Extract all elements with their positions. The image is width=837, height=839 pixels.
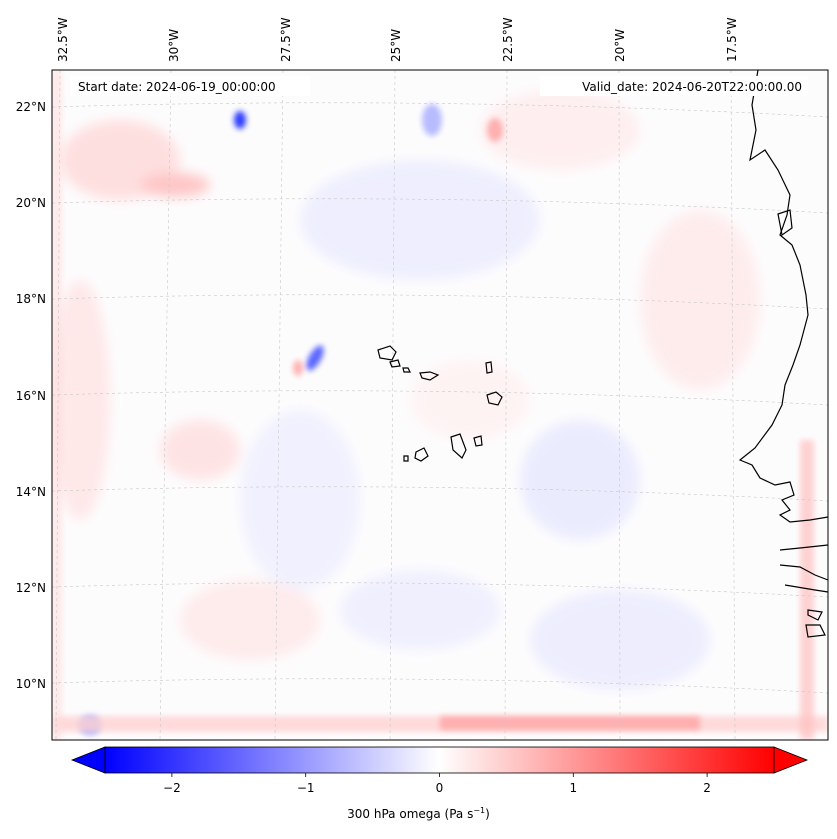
- gridline-lon-32-5w: [55, 69, 61, 741]
- colorbar-tick-label: 0: [436, 781, 444, 795]
- gridline-lat-10n: [51, 678, 829, 694]
- colorbar-label: 300 hPa omega (Pa s−1): [347, 806, 490, 821]
- lon-tick-17-5w: 17.5°W: [725, 17, 739, 62]
- colorbar-ticks: −2 −1 0 1 2: [163, 773, 711, 795]
- lon-tick-27-5w: 27.5°W: [279, 17, 293, 62]
- colorbar-extend-min: [70, 746, 106, 774]
- gridline-lat-12n: [51, 582, 829, 598]
- colorbar-body: [104, 746, 775, 774]
- start-date-box: [70, 76, 310, 96]
- gridlines: [51, 69, 829, 741]
- colorbar-tick-label: −1: [297, 781, 315, 795]
- valid-date-box: [540, 76, 808, 96]
- island-santa-luzia: [402, 367, 411, 373]
- lat-tick-labels: 22°N 20°N 18°N 16°N 14°N 12°N 10°N: [16, 100, 46, 691]
- gridline-lat-22n: [51, 102, 829, 118]
- island-sal: [485, 361, 493, 374]
- island-brava: [403, 455, 409, 462]
- lon-tick-22-5w: 22.5°W: [501, 17, 515, 62]
- canary-island-coast: [777, 209, 793, 237]
- island-sao-vicente: [389, 359, 401, 368]
- lon-tick-labels: 32.5°W 30°W 27.5°W 25°W 22.5°W 20°W 17.5…: [56, 17, 739, 62]
- coastlines: [738, 69, 829, 638]
- colorbar-extend-max: [773, 746, 809, 774]
- colorbar: −2 −1 0 1 2: [70, 746, 809, 795]
- gridline-lon-20w: [618, 69, 621, 741]
- gridline-lon-22-5w: [504, 69, 508, 741]
- gridline-lat-18n: [51, 294, 829, 310]
- island-santiago: [450, 433, 467, 459]
- lat-tick-16n: 16°N: [16, 389, 46, 403]
- gridline-lon-27-5w: [274, 69, 284, 741]
- gridline-lon-30w: [159, 69, 172, 741]
- gridline-lat-20n: [51, 198, 829, 214]
- gridline-lat-16n: [51, 390, 829, 406]
- island-fogo: [414, 447, 429, 462]
- gridline-lon-25w: [389, 69, 396, 741]
- colorbar-tick-label: 1: [569, 781, 577, 795]
- lat-tick-20n: 20°N: [16, 196, 46, 210]
- valid-date-label: Valid_date: 2024-06-20T22:00:00.00: [582, 80, 802, 94]
- colorbar-tick-label: 2: [703, 781, 711, 795]
- lat-tick-18n: 18°N: [16, 292, 46, 306]
- lon-tick-25w: 25°W: [389, 29, 403, 62]
- lat-tick-22n: 22°N: [16, 100, 46, 114]
- gridline-lat-14n: [51, 486, 829, 502]
- omega-field: [52, 70, 828, 740]
- bijagos-islands: [805, 624, 826, 638]
- lon-tick-30w: 30°W: [167, 29, 181, 62]
- lat-tick-14n: 14°N: [16, 485, 46, 499]
- island-maio: [473, 435, 483, 447]
- gridline-lon-17-5w: [730, 69, 736, 741]
- lat-tick-10n: 10°N: [16, 677, 46, 691]
- island-sao-nicolau: [419, 371, 440, 381]
- start-date-label: Start date: 2024-06-19_00:00:00: [78, 80, 276, 94]
- island-boa-vista: [486, 391, 503, 406]
- map-frame: [51, 69, 829, 741]
- lon-tick-20w: 20°W: [613, 29, 627, 62]
- africa-coastline: [738, 69, 829, 621]
- lon-tick-32-5w: 32.5°W: [56, 17, 70, 62]
- cape-verde-islands: [377, 345, 503, 462]
- island-santo-antao: [377, 345, 397, 361]
- lat-tick-12n: 12°N: [16, 581, 46, 595]
- colorbar-tick-label: −2: [163, 781, 181, 795]
